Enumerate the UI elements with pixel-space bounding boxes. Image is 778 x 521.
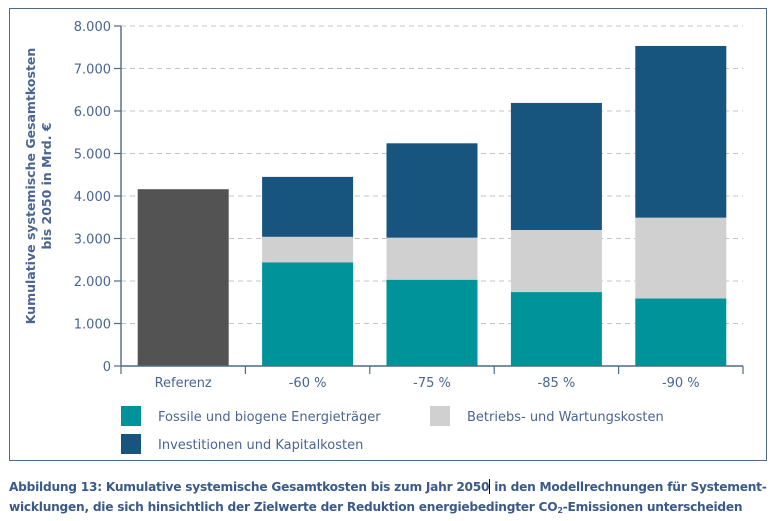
y-tick-label: 4.000 (74, 190, 111, 205)
bars (137, 45, 727, 366)
bar-referenz (137, 189, 229, 366)
y-tick-label: 0 (103, 360, 111, 375)
bar-segment-fossil (510, 292, 602, 366)
legend-swatch (121, 406, 141, 426)
y-axis-label-line-1: Kumulative systemische Gesamtkosten (23, 48, 38, 325)
caption-text: in den Modellrechnungen für Systement- (490, 480, 767, 494)
y-tick-label: 2.000 (74, 275, 111, 290)
x-tick-label: -75 % (413, 376, 451, 391)
caption-text: wicklungen, die sich hinsichtlich der Zi… (9, 500, 558, 514)
caption-text: -Emissionen unterscheiden (562, 500, 743, 514)
y-tick-label: 8.000 (74, 20, 111, 35)
bar-segment-fossil (635, 298, 727, 366)
bar-segment-betrieb (386, 237, 478, 280)
bar-segment-betrieb (262, 236, 354, 263)
bar-segment-invest (386, 143, 478, 238)
y-tick-label: 3.000 (74, 233, 111, 248)
y-tick-label: 5.000 (74, 148, 111, 163)
text-cursor (489, 479, 491, 494)
axes: 0 1.000 2.000 3.000 4.000 5.000 6.000 7.000 8.00… (74, 20, 744, 391)
x-tick-label: -60 % (289, 376, 327, 391)
legend-swatch (430, 406, 450, 426)
bar-segment-fossil (386, 279, 478, 366)
caption-line-2: wicklungen, die sich hinsichtlich der Zi… (9, 497, 774, 517)
x-tick-label: -85 % (538, 376, 576, 391)
x-tick-label: -90 % (662, 376, 700, 391)
bar-segment-invest (510, 102, 602, 230)
y-tick-label: 6.000 (74, 105, 111, 120)
x-tick-label: Referenz (155, 376, 212, 391)
y-axis-label: Kumulative systemische Gesamtkosten bis … (23, 48, 54, 325)
bar-segment-fossil (262, 262, 354, 366)
caption-line-1: Abbildung 13: Kumulative systemische Ges… (9, 477, 774, 497)
bar-segment-invest (635, 45, 727, 218)
chart-frame (9, 8, 767, 461)
legend: Fossile und biogene Energieträger Betrieb… (121, 406, 664, 454)
y-tick-label: 1.000 (74, 318, 111, 333)
legend-label: Investitionen und Kapitalkosten (158, 438, 363, 453)
y-tick-label: 7.000 (74, 63, 111, 78)
bar-segment-betrieb (635, 217, 727, 299)
bar-segment-invest (262, 176, 354, 237)
bar-segment-betrieb (510, 230, 602, 293)
legend-swatch (121, 434, 141, 454)
stacked-bar-chart: 0 1.000 2.000 3.000 4.000 5.000 6.000 7.000 8.00… (23, 20, 744, 454)
legend-label: Fossile und biogene Energieträger (158, 410, 381, 425)
figure-caption: Abbildung 13: Kumulative systemische Ges… (9, 477, 774, 517)
caption-subscript: 2 (557, 506, 563, 515)
y-axis-label-line-2: bis 2050 in Mrd. € (39, 122, 54, 249)
legend-label: Betriebs- und Wartungskosten (467, 410, 664, 425)
caption-text: Abbildung 13: Kumulative systemische Ges… (9, 480, 490, 494)
